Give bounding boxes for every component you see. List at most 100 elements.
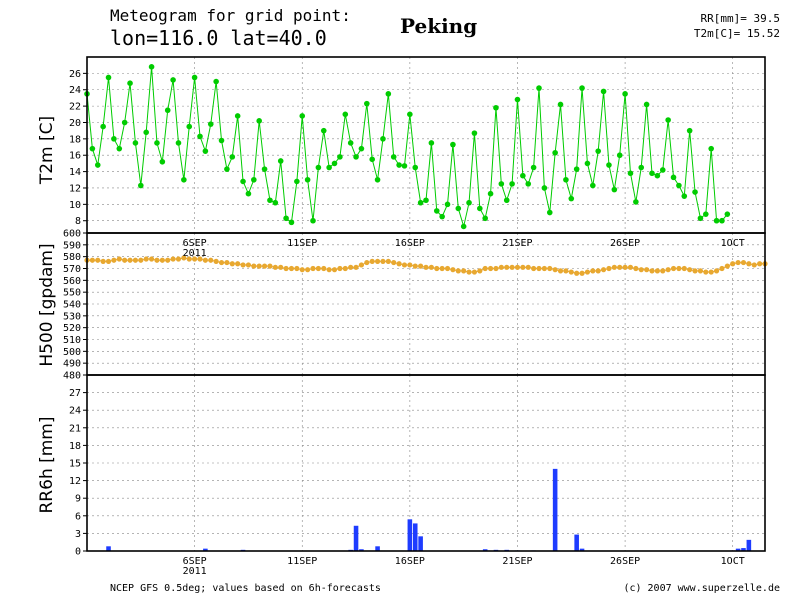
t2m-point [304,176,311,183]
t2m-point [127,80,133,86]
h500-point [299,267,305,273]
t2m-point [390,154,397,160]
h500-point [235,261,241,267]
x-tick-label: 21SEP [502,556,532,567]
rr-bar [353,525,359,551]
t2m-point [627,170,634,177]
t2m-point [186,123,193,130]
h500-point [412,263,418,269]
rr-ytick-label: 12 [69,476,81,487]
h500-point [423,264,429,270]
h500-point [208,257,214,263]
h500-point [122,257,128,263]
t2m-point [181,176,187,183]
h500-point [498,264,504,270]
h500-point [315,265,321,272]
h500-point [676,265,682,272]
t2m-point [154,140,160,146]
h500-point [418,263,424,269]
t2m-point [245,190,252,197]
h500-ytick-label: 560 [63,276,81,287]
t2m-point [261,166,268,172]
source-note: NCEP GFS 0.5deg; values based on 6h-fore… [110,583,381,594]
t2m-point [202,148,209,154]
x-tick-label: 26SEP [610,238,640,249]
rr-bar [579,548,585,551]
t2m-point [132,140,139,146]
h500-point [380,258,386,264]
h500-ytick-label: 570 [63,264,81,275]
rr-bar [418,536,423,551]
t2m-point [493,104,499,111]
h500-point [697,268,704,274]
rr-bar [482,549,488,551]
t2m-point [175,140,182,146]
h500-point [186,256,192,262]
h500-point [444,265,451,272]
h500-point [154,257,160,263]
t2m-ytick-label: 26 [69,69,81,80]
t2m-point [573,166,580,172]
h500-point [633,265,639,272]
t2m-point [353,154,359,160]
h500-point [504,264,510,270]
t2m-point [600,88,607,95]
t2m-point [579,85,585,91]
t2m-point [670,174,677,181]
h500-point [547,265,553,272]
h500-point [713,268,720,274]
t2m-point [439,213,445,220]
h500-point [617,264,623,270]
h500-point [364,259,370,266]
h500-point [493,265,499,272]
h500-point [654,268,660,274]
t2m-point [654,172,661,179]
x-tick-label: 6SEP [183,238,207,249]
h500-point [751,262,757,268]
h500-point [563,268,569,274]
t2m-point [331,160,338,167]
h500-point [606,265,612,272]
h500-point [681,265,687,272]
h500-point [272,264,278,270]
t2m-ytick-label: 18 [69,134,81,145]
h500-ytick-label: 540 [63,300,81,311]
rr-bar [552,468,558,551]
rr-ytick-label: 15 [69,459,81,470]
x-tick-label: 21SEP [502,238,532,249]
rr-axis-label: RR6h [mm] [37,416,57,513]
t2m-point [310,217,316,224]
h500-point [724,263,730,269]
t2m-point [407,111,413,118]
t2m-point [536,85,542,91]
h500-point [466,269,472,275]
t2m-point [713,217,720,224]
t2m-point [659,167,666,173]
h500-point [600,267,607,273]
t2m-point [681,193,688,199]
t2m-point [159,158,166,165]
h500-point [192,256,198,262]
h500-point [644,267,650,273]
h500-point [283,265,289,272]
h500-point [256,263,262,269]
h500-point [557,268,564,274]
h500-point [525,264,531,270]
rr-bar [741,548,746,551]
h500-point [520,264,526,270]
h500-ytick-label: 600 [63,229,81,240]
t2m-point [197,133,203,140]
h500-point [428,264,434,270]
h500-point [396,261,402,267]
t2m-point [385,91,392,97]
t2m-ytick-label: 14 [69,167,81,178]
t2m-point [164,107,171,114]
x-tick-label: 16SEP [395,238,425,249]
t2m-point [277,158,284,164]
t2m-point [460,223,467,230]
t2m-point [251,176,257,183]
t2m-point [616,152,623,159]
t2m-point [347,140,354,146]
t2m-point [482,215,488,222]
